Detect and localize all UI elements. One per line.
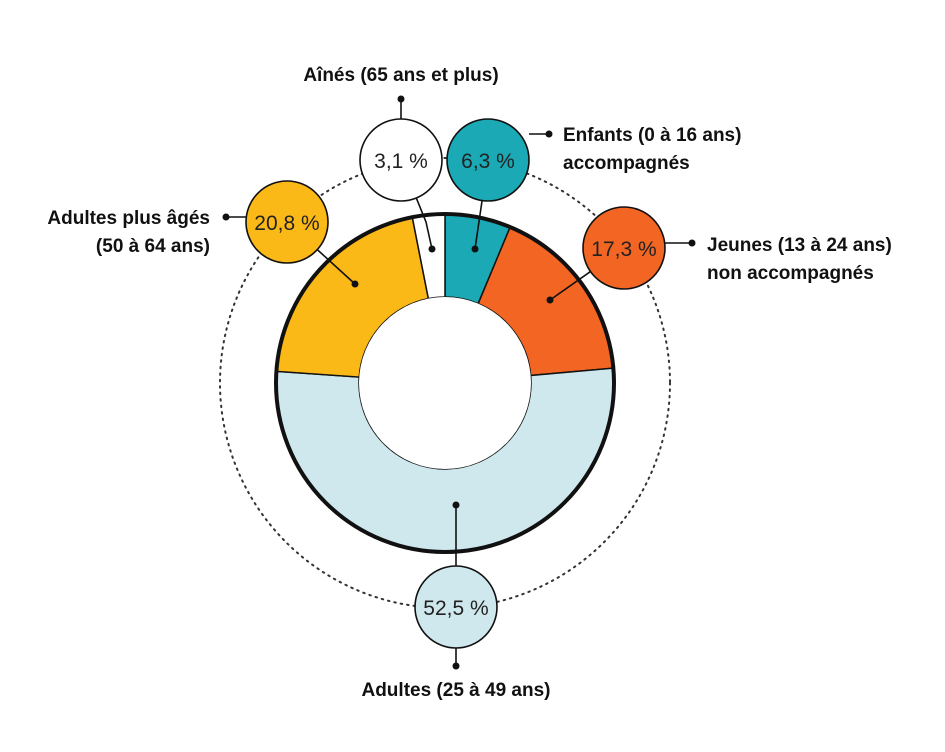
bubble-children — [446, 118, 530, 202]
category-label-adults: Adultes (25 à 49 ans) — [361, 680, 550, 701]
category-label-line: Adultes (25 à 49 ans) — [361, 680, 550, 701]
category-label-youth: Jeunes (13 à 24 ans) non accompagnés — [707, 235, 892, 284]
donut-outer-border — [274, 212, 616, 554]
label-dot-older-adults — [222, 213, 230, 221]
category-label-line: non accompagnés — [707, 263, 874, 284]
value-label-seniors: 3,1 % — [374, 150, 428, 173]
label-dot-children — [545, 130, 553, 138]
leader-dot-seniors — [428, 245, 436, 253]
category-label-line: Jeunes (13 à 24 ans) — [707, 235, 892, 256]
category-label-line: (50 à 64 ans) — [96, 236, 210, 257]
leader-dot-older-adults — [351, 280, 359, 288]
category-label-older-adults: Adultes plus âgés (50 à 64 ans) — [47, 208, 210, 257]
label-dot-youth — [688, 239, 696, 247]
leader-youth — [549, 270, 591, 301]
value-label-youth: 17,3 % — [591, 238, 656, 261]
category-labels: Enfants (0 à 16 ans) accompagnés Jeunes (1… — [47, 65, 891, 701]
category-label-line: accompagnés — [563, 153, 690, 174]
value-label-older-adults: 20,8 % — [254, 212, 319, 235]
bubble-older-adults — [245, 180, 329, 264]
leader-children — [474, 200, 483, 250]
label-dot-seniors — [397, 95, 405, 103]
leader-seniors — [415, 197, 433, 250]
leader-dot-children — [471, 245, 479, 253]
bubble-youth — [582, 206, 666, 290]
category-label-line: Adultes plus âgés — [47, 208, 210, 229]
leader-dot-adults — [452, 501, 460, 509]
category-label-line: Aînés (65 ans et plus) — [303, 65, 498, 86]
label-dot-adults — [452, 662, 460, 670]
value-label-children: 6,3 % — [461, 150, 515, 173]
leader-dot-youth — [546, 296, 554, 304]
category-label-seniors: Aînés (65 ans et plus) — [303, 65, 498, 86]
leader-older-adults — [316, 249, 356, 285]
donut-hole — [359, 297, 531, 469]
value-label-adults: 52,5 % — [423, 597, 488, 620]
category-label-line: Enfants (0 à 16 ans) — [563, 125, 741, 146]
leader-lines — [316, 197, 591, 566]
category-label-children: Enfants (0 à 16 ans) accompagnés — [563, 125, 741, 174]
